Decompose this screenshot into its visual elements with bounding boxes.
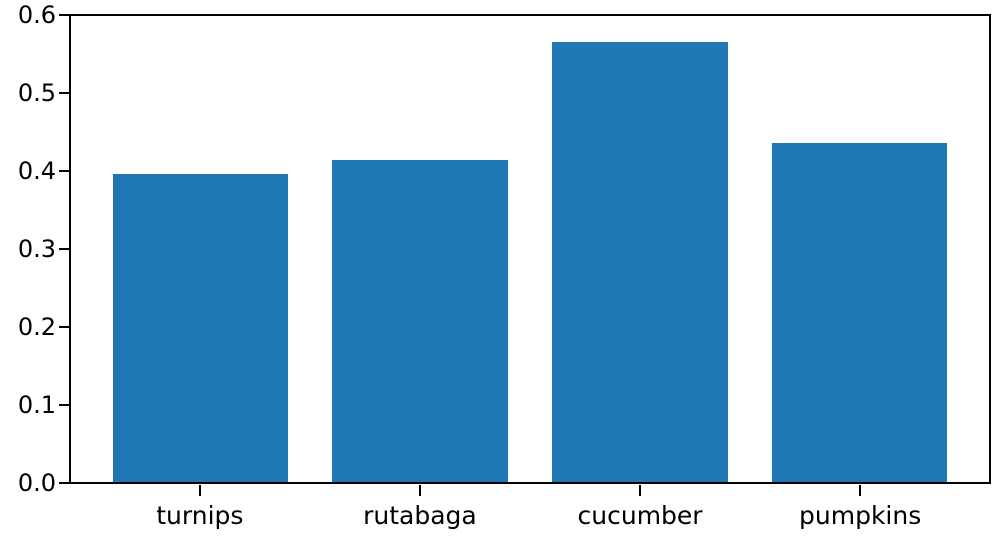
y-axis-tick-label: 0.6 xyxy=(17,1,56,29)
x-axis-tick-label-turnips: turnips xyxy=(156,501,244,530)
y-axis-tick-label: 0.3 xyxy=(17,235,56,263)
x-axis-tick-mark xyxy=(639,485,642,496)
x-axis-tick-mark xyxy=(859,485,862,496)
x-axis-tick-mark xyxy=(198,485,201,496)
y-axis-tick-mark xyxy=(59,482,70,484)
x-axis-tick-mark xyxy=(418,485,421,496)
y-axis-tick-label: 0.2 xyxy=(17,313,56,341)
bar-turnips xyxy=(112,174,289,482)
y-axis-tick-mark xyxy=(59,248,70,250)
bar-cucumber xyxy=(551,42,728,482)
x-axis-tick-label-cucumber: cucumber xyxy=(577,501,703,530)
bar-rutabaga xyxy=(332,159,509,482)
y-axis-tick-label: 0.1 xyxy=(17,391,56,419)
x-axis-tick-label-pumpkins: pumpkins xyxy=(799,501,922,530)
y-axis-tick-mark xyxy=(59,404,70,406)
y-axis-tick-label: 0.0 xyxy=(17,469,56,497)
y-axis-tick-mark xyxy=(59,14,70,16)
y-axis-tick-mark xyxy=(59,92,70,94)
y-axis-tick-label: 0.5 xyxy=(17,79,56,107)
y-axis-tick-label: 0.4 xyxy=(17,157,56,185)
y-axis-tick-mark xyxy=(59,326,70,328)
bar-pumpkins xyxy=(771,142,948,482)
plot-area xyxy=(69,14,991,484)
y-axis-tick-mark xyxy=(59,170,70,172)
x-axis-tick-label-rutabaga: rutabaga xyxy=(363,501,477,530)
